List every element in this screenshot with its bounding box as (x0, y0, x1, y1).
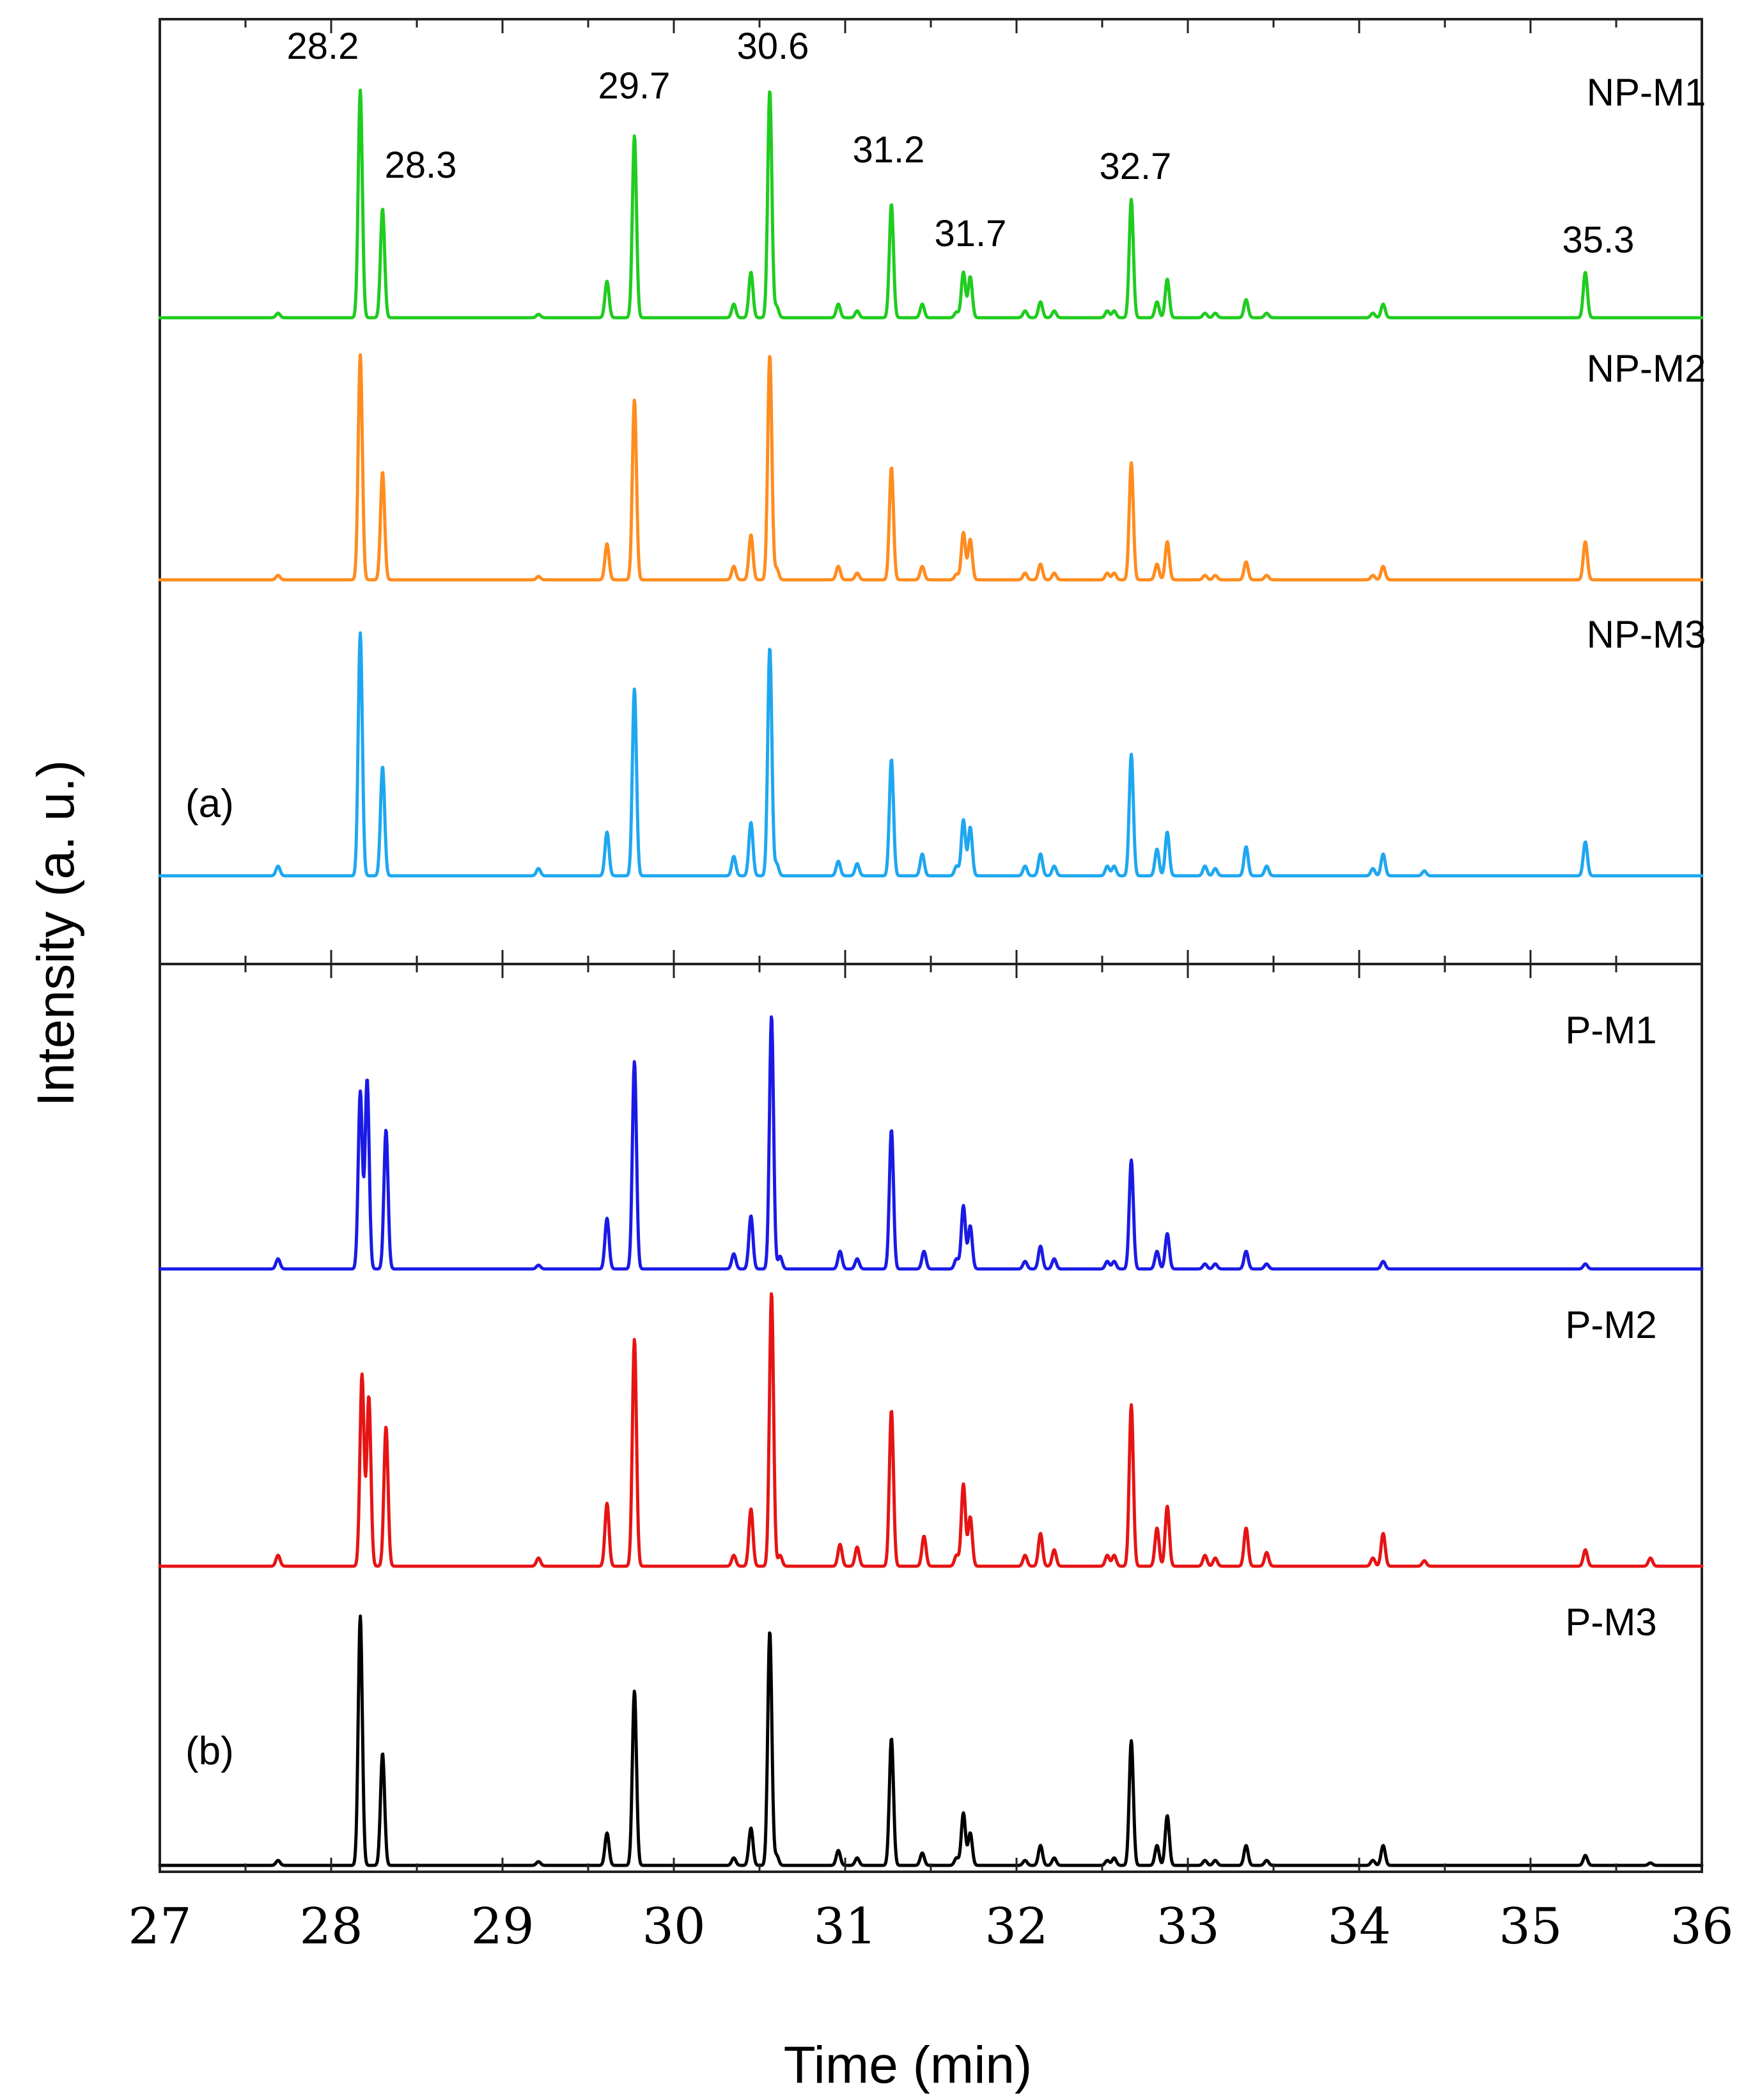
panel-label-a: (a) (185, 782, 234, 826)
trace-label-p-m2: P-M2 (1565, 1303, 1656, 1346)
trace-label-np-m1: NP-M1 (1587, 71, 1706, 114)
peak-annotation: 35.3 (1562, 219, 1635, 261)
peak-annotations: 28.2 28.3 29.7 30.6 31.2 31.7 32.7 35.3 (287, 26, 1635, 261)
trace-np-m3 (158, 631, 1704, 878)
trace-labels: (a) NP-M1 NP-M2 NP-M3 (b) P-M1 P-M2 P-M3 (185, 71, 1706, 1773)
trace-p-m1 (158, 1015, 1704, 1271)
x-axis: 27 28 29 30 31 32 33 34 35 36 (128, 19, 1734, 1956)
x-tick-label: 32 (985, 1898, 1048, 1956)
trace-p-m2 (158, 1292, 1704, 1568)
trace-p-m3 (158, 1614, 1704, 1867)
y-axis-title: Intensity (a. u.) (27, 760, 85, 1107)
peak-annotation: 29.7 (598, 65, 671, 107)
peak-annotation: 32.7 (1100, 146, 1172, 187)
x-tick-label: 33 (1156, 1898, 1219, 1956)
trace-label-np-m2: NP-M2 (1587, 347, 1706, 390)
peak-annotation: 30.6 (737, 26, 809, 67)
panel-frame-b (159, 963, 1703, 1873)
x-tick-label: 30 (642, 1898, 705, 1956)
trace-label-p-m3: P-M3 (1565, 1601, 1656, 1644)
peak-annotation: 31.2 (853, 129, 925, 171)
x-tick-label: 29 (471, 1898, 534, 1956)
trace-np-m2 (158, 353, 1704, 582)
x-tick-label: 35 (1499, 1898, 1562, 1956)
trace-label-p-m1: P-M1 (1565, 1009, 1656, 1052)
x-tick-label: 31 (813, 1898, 877, 1956)
x-axis-title: Time (min) (784, 2036, 1032, 2094)
trace-label-np-m3: NP-M3 (1587, 613, 1706, 656)
peak-annotation: 28.3 (385, 144, 457, 186)
x-tick-label: 28 (299, 1898, 362, 1956)
x-tick-label: 36 (1670, 1898, 1733, 1956)
trace-np-m1 (158, 88, 1704, 320)
trace-lines (158, 88, 1704, 1867)
peak-annotation: 28.2 (287, 26, 359, 67)
peak-annotation: 31.7 (935, 213, 1007, 254)
x-tick-label: 27 (128, 1898, 191, 1956)
x-tick-label: 34 (1327, 1898, 1391, 1956)
plot-frames (159, 18, 1703, 1873)
panel-label-b: (b) (185, 1729, 234, 1773)
